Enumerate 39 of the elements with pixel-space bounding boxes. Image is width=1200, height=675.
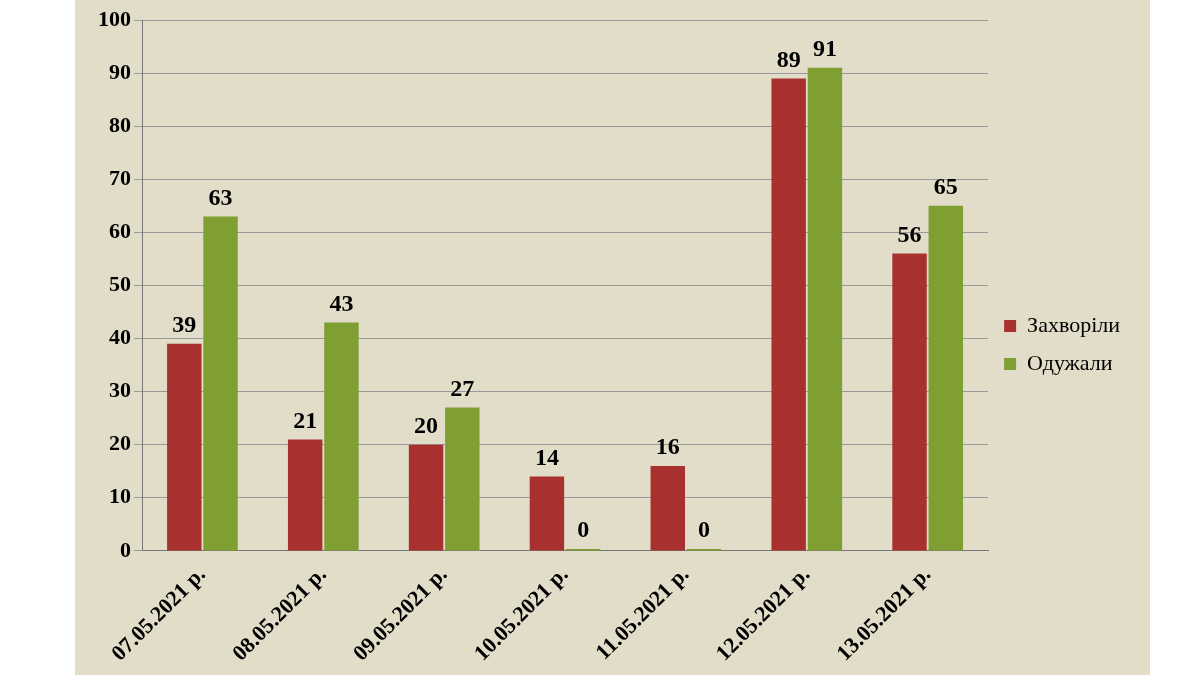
data-label: 56 bbox=[897, 220, 922, 247]
data-label: 20 bbox=[414, 411, 439, 438]
data-label: 43 bbox=[329, 289, 354, 316]
legend-label: Захворіли bbox=[1027, 311, 1121, 337]
y-tick-label: 10 bbox=[109, 483, 131, 509]
y-tick-label: 30 bbox=[109, 377, 131, 403]
y-tick-label: 70 bbox=[109, 164, 131, 190]
data-label: 63 bbox=[208, 183, 233, 210]
bar bbox=[807, 67, 843, 551]
legend-label: Одужали bbox=[1027, 349, 1113, 375]
bar bbox=[203, 216, 238, 551]
data-label: 0 bbox=[577, 516, 590, 543]
data-label: 65 bbox=[933, 173, 958, 200]
y-tick-label: 60 bbox=[109, 218, 131, 244]
data-label: 21 bbox=[293, 406, 318, 433]
bar bbox=[287, 439, 323, 551]
y-tick-label: 0 bbox=[120, 536, 131, 562]
bar bbox=[650, 465, 686, 551]
bar bbox=[771, 78, 806, 551]
data-label: 27 bbox=[450, 374, 475, 401]
bar bbox=[892, 253, 927, 551]
bar bbox=[529, 476, 565, 551]
data-label: 89 bbox=[776, 45, 801, 72]
bar bbox=[324, 322, 359, 551]
y-tick-label: 90 bbox=[109, 58, 131, 84]
data-label: 14 bbox=[534, 443, 559, 470]
data-label: 0 bbox=[698, 516, 711, 543]
bar bbox=[167, 343, 202, 551]
bar bbox=[408, 444, 444, 551]
data-label: 39 bbox=[172, 311, 197, 338]
bar bbox=[928, 205, 964, 551]
y-tick-label: 50 bbox=[109, 271, 131, 297]
bar bbox=[445, 407, 480, 551]
y-tick-label: 80 bbox=[109, 111, 131, 137]
y-tick-label: 40 bbox=[109, 324, 131, 350]
data-label: 16 bbox=[655, 433, 680, 460]
data-label: 91 bbox=[812, 34, 837, 61]
y-tick-label: 100 bbox=[98, 5, 131, 31]
y-tick-label: 20 bbox=[109, 430, 131, 456]
